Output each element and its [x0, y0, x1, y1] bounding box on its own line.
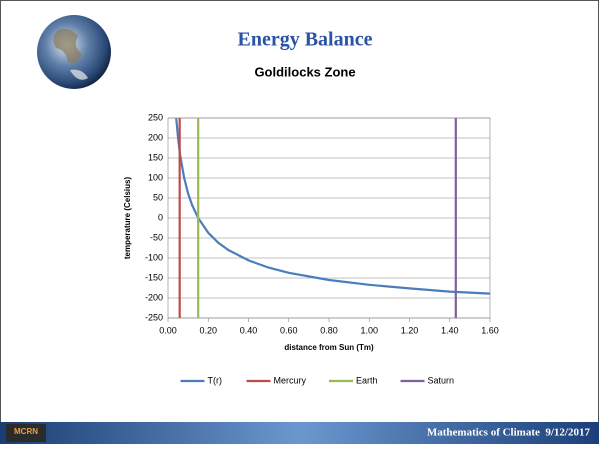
legend-label: Mercury — [274, 375, 307, 385]
series-line — [175, 118, 491, 295]
x-tick-label: 1.40 — [441, 325, 459, 335]
x-tick-label: 0.00 — [159, 325, 177, 335]
footer-logo: MCRN — [14, 427, 38, 436]
x-axis-label: distance from Sun (Tm) — [284, 343, 374, 352]
logo-box — [6, 424, 46, 442]
slide-title: Energy Balance — [238, 29, 373, 51]
x-tick-label: 1.00 — [360, 325, 378, 335]
x-tick-label: 0.80 — [320, 325, 338, 335]
x-tick-label: 0.40 — [240, 325, 258, 335]
y-tick-label: 150 — [148, 152, 163, 162]
legend-label: Saturn — [428, 375, 455, 385]
y-tick-label: 100 — [148, 172, 163, 182]
x-tick-label: 1.60 — [481, 325, 499, 335]
legend-label: T(r) — [208, 375, 223, 385]
y-tick-label: 0 — [158, 212, 163, 222]
y-tick-label: 200 — [148, 132, 163, 142]
earth-icon — [37, 15, 111, 89]
x-tick-label: 1.20 — [401, 325, 419, 335]
y-tick-label: 50 — [153, 192, 163, 202]
footer-band — [0, 422, 599, 444]
legend-label: Earth — [356, 375, 378, 385]
x-tick-label: 0.20 — [199, 325, 217, 335]
slide-subtitle: Goldilocks Zone — [254, 64, 355, 79]
footer-text: Mathematics of Climate 9/12/2017 — [427, 427, 591, 439]
y-tick-label: -100 — [145, 252, 163, 262]
y-tick-label: -50 — [150, 232, 163, 242]
y-tick-label: -250 — [145, 312, 163, 322]
y-axis-label: temperature (Celsius) — [123, 177, 132, 260]
y-tick-label: -150 — [145, 272, 163, 282]
x-tick-label: 0.60 — [280, 325, 298, 335]
y-tick-label: -200 — [145, 292, 163, 302]
y-tick-label: 250 — [148, 112, 163, 122]
